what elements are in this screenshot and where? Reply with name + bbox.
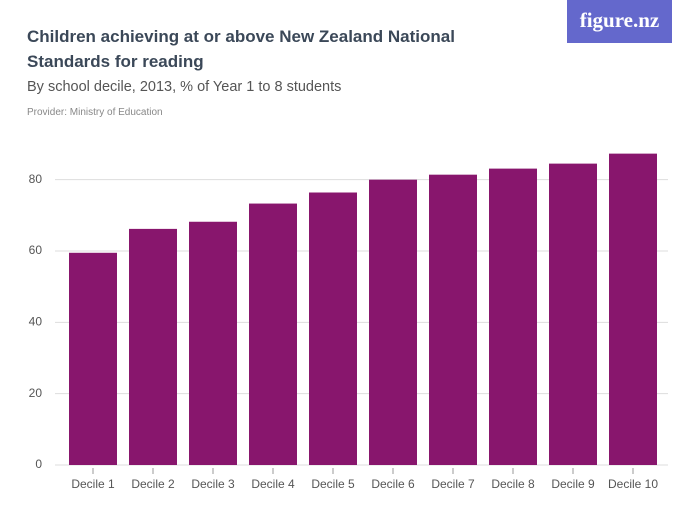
y-tick-label: 20 xyxy=(29,386,43,400)
x-tick-label: Decile 2 xyxy=(131,477,175,491)
chart-subtitle: By school decile, 2013, % of Year 1 to 8… xyxy=(27,79,342,95)
y-tick-label: 80 xyxy=(29,172,43,186)
x-tick-label: Decile 8 xyxy=(491,477,535,491)
x-tick-label: Decile 10 xyxy=(608,477,658,491)
bar xyxy=(69,252,117,465)
y-tick-label: 0 xyxy=(35,457,42,471)
chart-title: Children achieving at or above New Zeala… xyxy=(27,27,455,71)
bar xyxy=(189,221,237,465)
x-tick-label: Decile 1 xyxy=(71,477,115,491)
logo[interactable]: figure.nz xyxy=(567,0,672,43)
bar xyxy=(369,179,417,465)
x-tick-label: Decile 5 xyxy=(311,477,355,491)
y-tick-label: 60 xyxy=(29,243,43,257)
bar xyxy=(489,168,537,466)
x-tick-label: Decile 3 xyxy=(191,477,235,491)
x-tick-label: Decile 7 xyxy=(431,477,475,491)
x-tick-label: Decile 6 xyxy=(371,477,415,491)
bar xyxy=(249,203,297,465)
bar xyxy=(309,192,357,466)
x-tick-label: Decile 9 xyxy=(551,477,595,491)
y-tick-label: 40 xyxy=(29,315,43,329)
bar xyxy=(129,228,177,465)
x-tick-label: Decile 4 xyxy=(251,477,295,491)
bar xyxy=(549,163,597,465)
bar xyxy=(609,153,657,465)
bar xyxy=(429,174,477,465)
provider: Provider: Ministry of Education xyxy=(27,107,163,118)
